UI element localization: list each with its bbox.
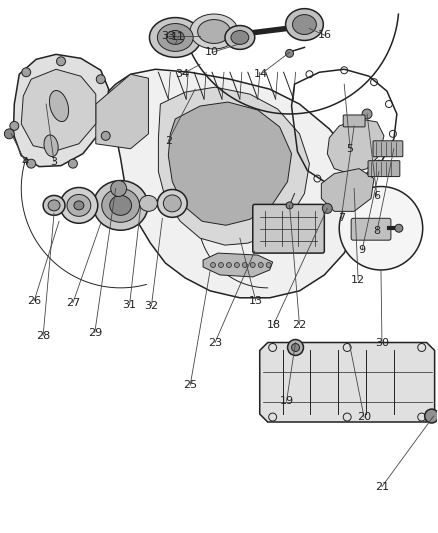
Polygon shape — [203, 253, 273, 277]
Circle shape — [4, 129, 14, 139]
Ellipse shape — [190, 14, 238, 49]
Circle shape — [101, 131, 110, 140]
Text: 33: 33 — [161, 31, 175, 42]
Text: 4: 4 — [21, 157, 29, 167]
Ellipse shape — [93, 181, 148, 230]
Ellipse shape — [48, 200, 60, 211]
Polygon shape — [13, 54, 109, 167]
Circle shape — [266, 263, 271, 268]
Circle shape — [96, 75, 105, 84]
Ellipse shape — [60, 188, 98, 223]
Polygon shape — [96, 69, 364, 298]
Text: 2: 2 — [165, 136, 172, 146]
Circle shape — [362, 109, 372, 119]
FancyBboxPatch shape — [253, 204, 324, 253]
Text: 32: 32 — [145, 301, 159, 311]
Text: 16: 16 — [318, 30, 332, 41]
Circle shape — [211, 263, 215, 268]
Circle shape — [111, 181, 127, 197]
Text: 18: 18 — [267, 320, 281, 329]
Circle shape — [68, 159, 78, 168]
Circle shape — [226, 263, 231, 268]
Polygon shape — [260, 343, 434, 422]
Text: 34: 34 — [175, 69, 189, 79]
Circle shape — [242, 263, 247, 268]
Ellipse shape — [163, 195, 181, 212]
Circle shape — [10, 122, 19, 131]
Circle shape — [322, 204, 332, 213]
Ellipse shape — [67, 195, 91, 216]
Text: 26: 26 — [27, 296, 41, 306]
Text: 30: 30 — [375, 337, 389, 348]
Polygon shape — [159, 87, 309, 245]
FancyBboxPatch shape — [343, 115, 365, 127]
Circle shape — [286, 50, 293, 58]
Ellipse shape — [110, 196, 131, 215]
Text: 20: 20 — [357, 412, 371, 422]
Ellipse shape — [49, 91, 69, 122]
Ellipse shape — [149, 18, 201, 58]
Ellipse shape — [286, 9, 323, 41]
Circle shape — [395, 224, 403, 232]
Polygon shape — [96, 74, 148, 149]
Ellipse shape — [166, 30, 184, 44]
Polygon shape — [21, 69, 96, 151]
Text: 19: 19 — [279, 396, 293, 406]
Text: 3: 3 — [50, 157, 57, 167]
Circle shape — [288, 340, 304, 356]
Circle shape — [286, 202, 293, 209]
Text: 23: 23 — [208, 337, 222, 348]
FancyBboxPatch shape — [373, 141, 403, 157]
FancyBboxPatch shape — [368, 160, 400, 176]
Ellipse shape — [293, 14, 316, 35]
Text: 22: 22 — [292, 320, 307, 329]
Text: 21: 21 — [375, 482, 389, 491]
Text: 28: 28 — [36, 330, 50, 341]
Text: 14: 14 — [254, 69, 268, 79]
Text: 13: 13 — [249, 296, 263, 306]
Circle shape — [425, 409, 438, 423]
Polygon shape — [321, 168, 374, 212]
Circle shape — [27, 159, 35, 168]
Text: 11: 11 — [171, 33, 185, 43]
Text: 31: 31 — [123, 300, 137, 310]
Ellipse shape — [102, 189, 140, 222]
Circle shape — [234, 263, 240, 268]
Polygon shape — [168, 102, 292, 225]
Text: 7: 7 — [338, 213, 345, 223]
Ellipse shape — [74, 201, 84, 210]
Ellipse shape — [225, 26, 255, 50]
Text: 29: 29 — [88, 328, 102, 337]
Ellipse shape — [140, 196, 157, 212]
Ellipse shape — [43, 196, 65, 215]
Ellipse shape — [157, 23, 193, 51]
Ellipse shape — [231, 30, 249, 44]
Text: 6: 6 — [374, 191, 381, 201]
Ellipse shape — [44, 135, 58, 157]
Circle shape — [339, 187, 423, 270]
Ellipse shape — [198, 20, 230, 43]
Circle shape — [250, 263, 255, 268]
Ellipse shape — [157, 190, 187, 217]
Polygon shape — [327, 119, 384, 174]
FancyBboxPatch shape — [351, 219, 391, 240]
Circle shape — [292, 343, 300, 351]
Text: 27: 27 — [66, 298, 80, 308]
Circle shape — [258, 263, 263, 268]
Circle shape — [57, 57, 65, 66]
Text: 5: 5 — [346, 144, 353, 154]
Text: 8: 8 — [374, 226, 381, 236]
Text: 10: 10 — [205, 47, 219, 58]
Text: 12: 12 — [351, 275, 365, 285]
Circle shape — [22, 68, 31, 77]
Text: 9: 9 — [359, 245, 366, 255]
Circle shape — [219, 263, 223, 268]
Text: 25: 25 — [183, 380, 197, 390]
